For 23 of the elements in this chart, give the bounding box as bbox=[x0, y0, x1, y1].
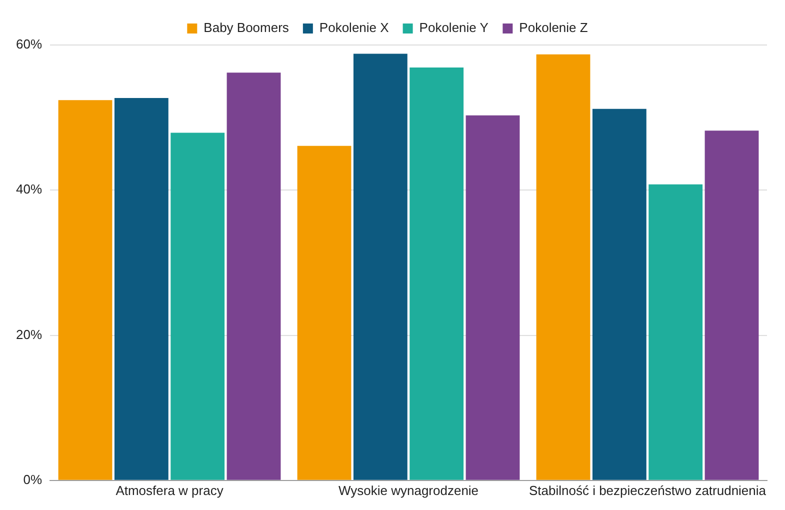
y-tick-label: 60% bbox=[16, 36, 42, 52]
bar bbox=[226, 72, 281, 480]
bar bbox=[592, 108, 646, 480]
bar bbox=[170, 132, 225, 480]
bar bbox=[466, 115, 520, 480]
bar bbox=[704, 130, 759, 480]
legend-label: Pokolenie Z bbox=[519, 20, 588, 36]
legend-label: Pokolenie X bbox=[319, 20, 390, 36]
legend-label: Baby Boomers bbox=[204, 20, 290, 36]
y-tick-label: 40% bbox=[16, 182, 42, 197]
y-tick-label: 20% bbox=[16, 326, 42, 342]
y-tick-label: 0% bbox=[23, 472, 42, 487]
bar bbox=[648, 184, 703, 480]
bar bbox=[58, 100, 112, 480]
x-tick-label: Atmosfera w pracy bbox=[116, 482, 224, 498]
bar bbox=[536, 54, 590, 480]
x-tick-label: Stabilność i bezpieczeństwo zatrudnienia bbox=[528, 482, 767, 498]
bar bbox=[353, 54, 408, 480]
bar bbox=[410, 67, 464, 480]
bar bbox=[297, 146, 352, 480]
bar bbox=[114, 98, 168, 480]
x-tick-label: Wysokie wynagrodzenie bbox=[338, 482, 479, 498]
legend-label: Pokolenie Y bbox=[419, 20, 489, 36]
